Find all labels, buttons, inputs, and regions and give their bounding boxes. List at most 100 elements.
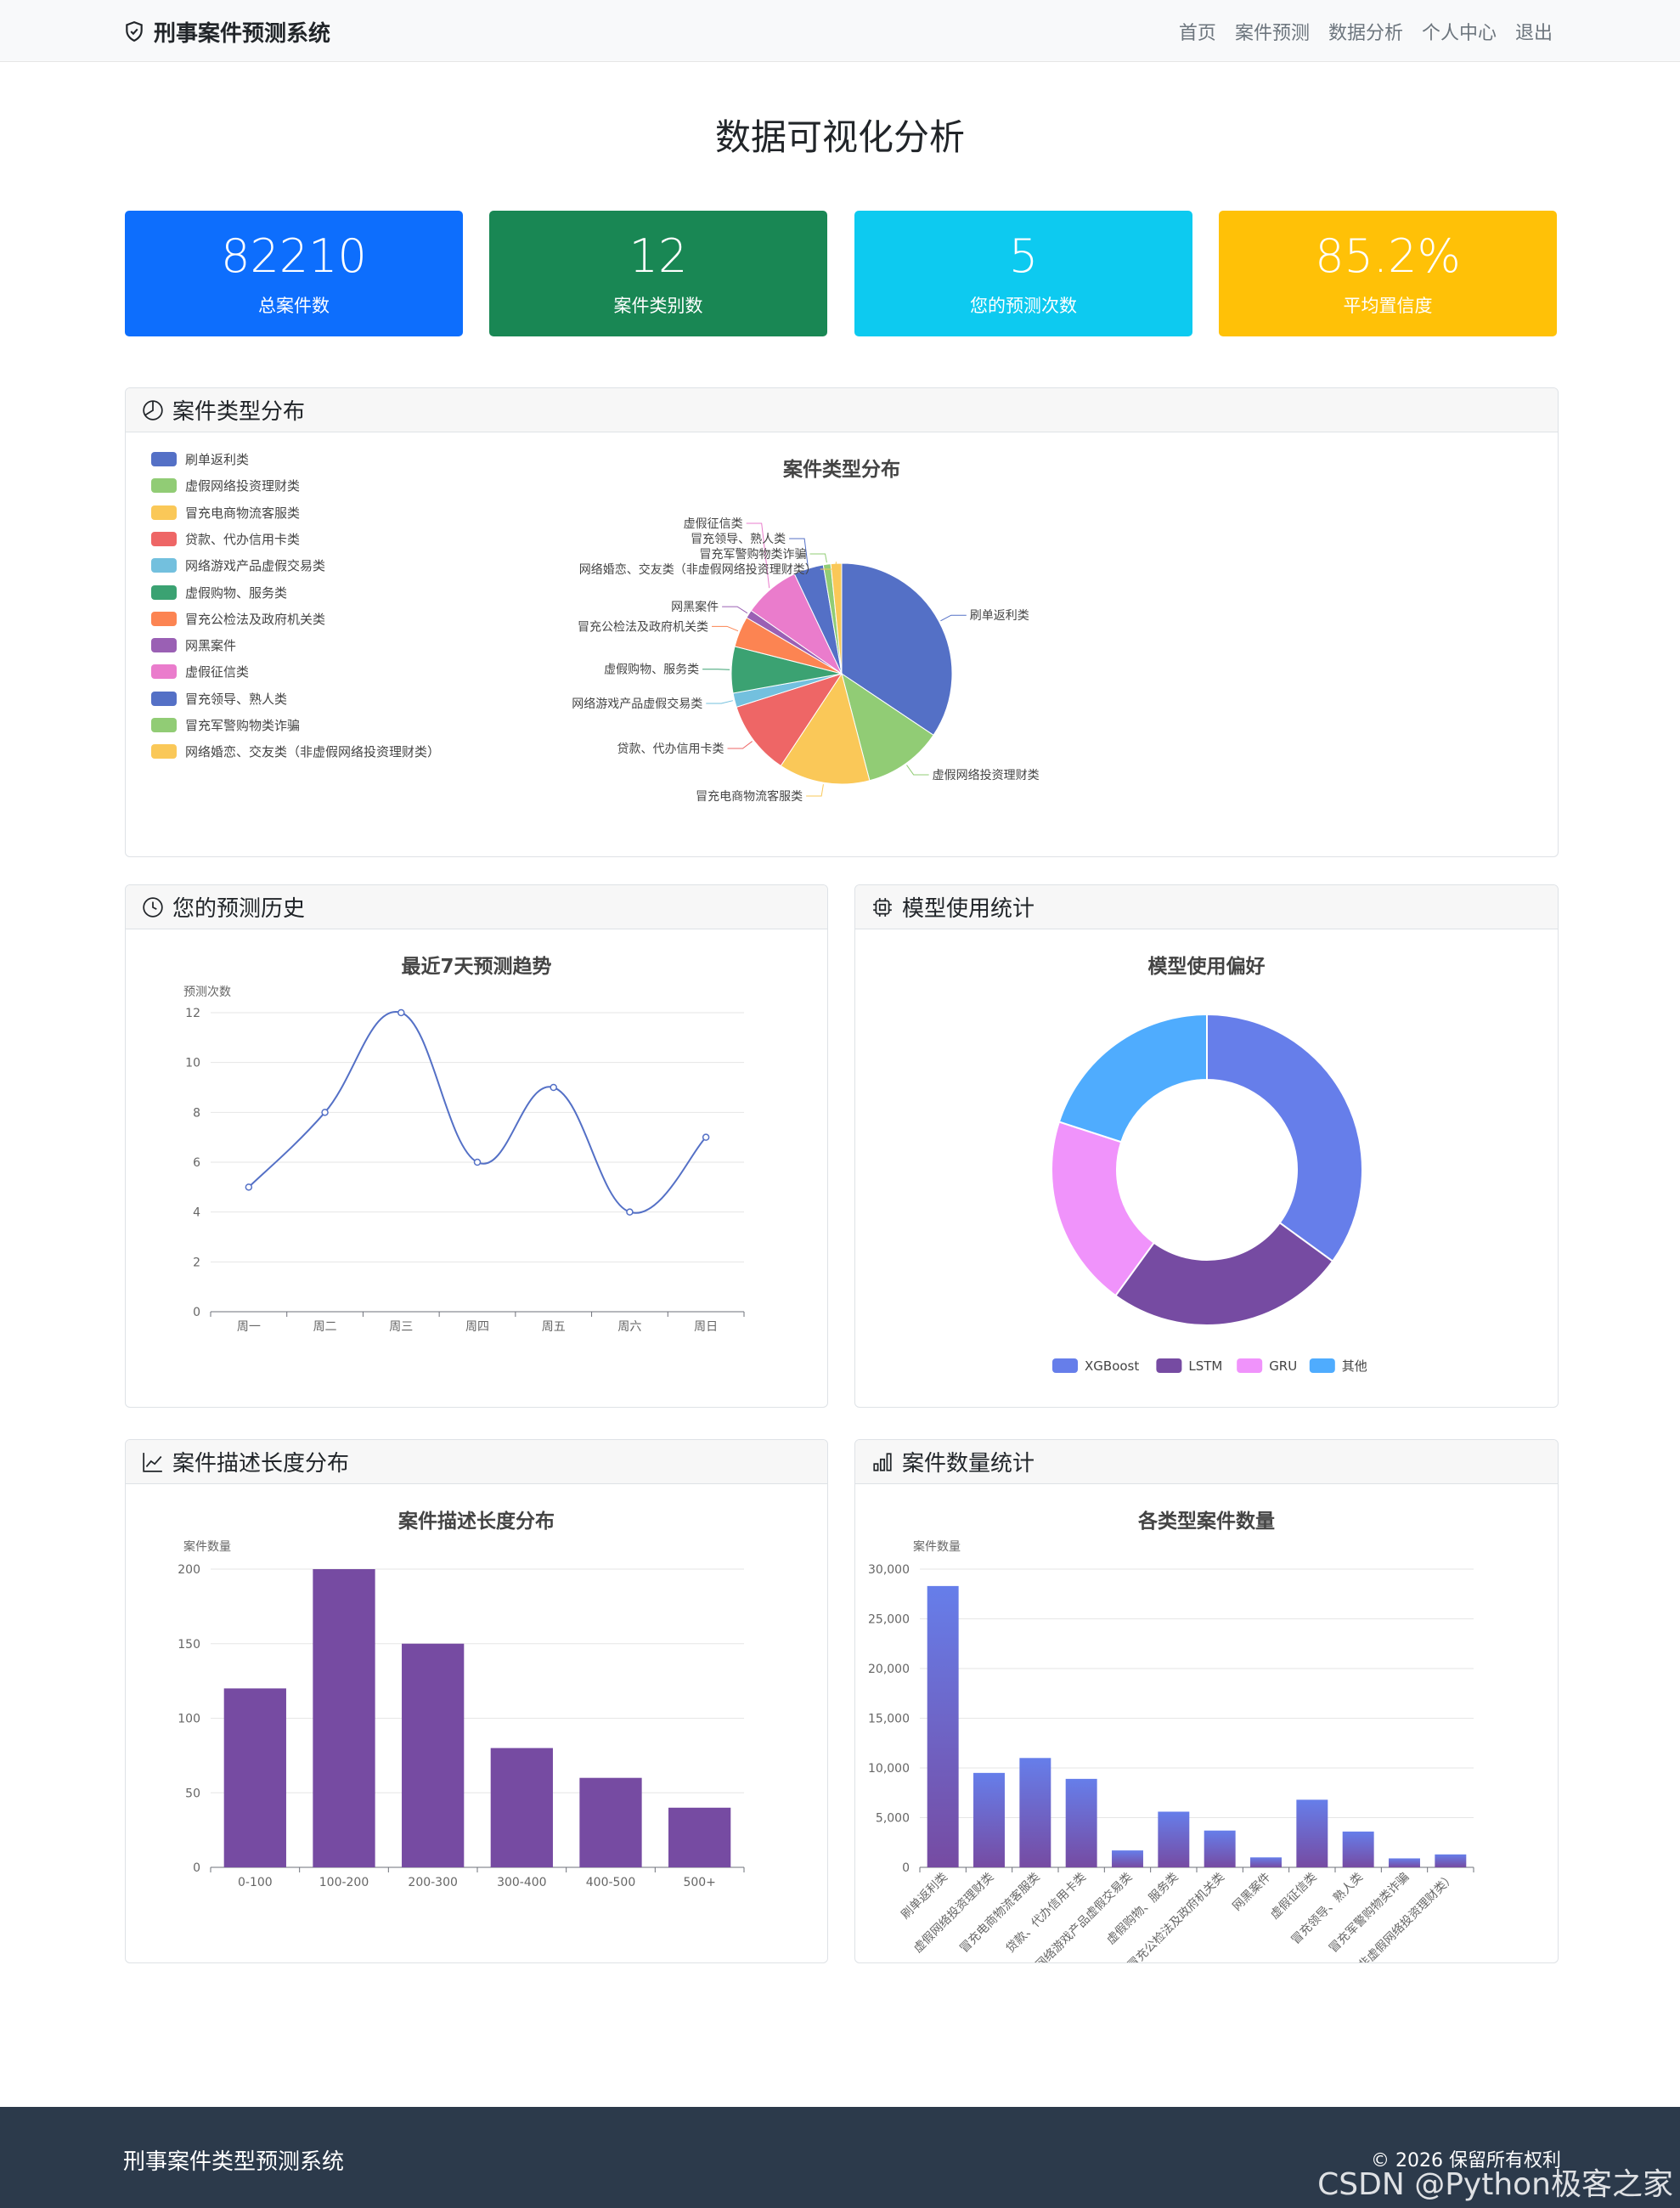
card-header: 您的预测历史 bbox=[126, 885, 827, 929]
stat-value: 5 bbox=[1008, 229, 1039, 283]
card-type-distribution: 案件类型分布 案件类型分布 刷单返利类 虚假网络投资理财类 冒充电商物流客服类 贷款、… bbox=[125, 387, 1559, 857]
legend-label: 虚假征信类 bbox=[185, 664, 250, 680]
pie-leader-line bbox=[806, 784, 824, 797]
card-title: 案件描述长度分布 bbox=[172, 1451, 350, 1477]
legend-item[interactable]: 贷款、代办信用卡类 bbox=[151, 530, 300, 548]
line-graph-icon bbox=[143, 1452, 162, 1472]
card-header: 案件类型分布 bbox=[126, 388, 1558, 432]
y-tick-label: 100 bbox=[178, 1713, 200, 1726]
pie-leader-line bbox=[706, 700, 733, 704]
bar bbox=[1296, 1799, 1328, 1867]
model-donut-chart: XGBoost LSTM GRU 其他 bbox=[1051, 1013, 1367, 1374]
bar bbox=[973, 1772, 1005, 1867]
navbar: 刑事案件预测系统 首页 案件预测 数据分析 个人中心 退出 bbox=[0, 0, 1680, 62]
legend-swatch bbox=[151, 584, 177, 600]
legend-item[interactable]: 刷单返利类 bbox=[151, 450, 249, 468]
data-point bbox=[473, 1158, 482, 1166]
legend-item[interactable]: 网络婚恋、交友类（非虚假网络投资理财类） bbox=[151, 743, 440, 760]
legend-item[interactable]: 虚假网络投资理财类 bbox=[151, 477, 300, 494]
y-tick-label: 10,000 bbox=[868, 1762, 910, 1776]
nav-predict[interactable]: 案件预测 bbox=[1234, 23, 1310, 44]
y-tick-label: 8 bbox=[193, 1106, 200, 1120]
legend-label: 贷款、代办信用卡类 bbox=[185, 531, 301, 547]
stat-card-predictions: 5 您的预测次数 bbox=[854, 211, 1192, 336]
y-tick-label: 5,000 bbox=[876, 1812, 910, 1826]
bar bbox=[1250, 1857, 1282, 1867]
y-tick-label: 15,000 bbox=[868, 1713, 910, 1726]
x-tick-label: 网黑案件 bbox=[1230, 1870, 1274, 1914]
stat-card-total: 82210 总案件数 bbox=[125, 211, 463, 336]
data-point bbox=[245, 1183, 253, 1191]
cpu-icon bbox=[873, 897, 892, 917]
card-header: 案件数量统计 bbox=[855, 1440, 1558, 1484]
nav-profile[interactable]: 个人中心 bbox=[1421, 23, 1497, 44]
legend-item[interactable]: 冒充军警购物类诈骗 bbox=[151, 716, 300, 734]
brand-label: 刑事案件预测系统 bbox=[154, 20, 331, 47]
y-tick-label: 20,000 bbox=[868, 1663, 910, 1676]
nav-home[interactable]: 首页 bbox=[1178, 23, 1216, 44]
legend-item[interactable]: 虚假征信类 bbox=[151, 663, 249, 680]
stat-label: 您的预测次数 bbox=[970, 296, 1077, 316]
pie-slice-label: 冒充电商物流客服类 bbox=[696, 789, 803, 804]
nav-logout[interactable]: 退出 bbox=[1514, 23, 1553, 44]
pie-slice-label: 冒充军警购物类诈骗 bbox=[700, 548, 807, 562]
nav-analysis[interactable]: 数据分析 bbox=[1328, 23, 1403, 44]
pie-leader-line bbox=[809, 553, 827, 563]
bar bbox=[402, 1643, 465, 1867]
footer: 刑事案件类型预测系统 © 2026 保留所有权利 bbox=[0, 2107, 1680, 2208]
legend-label: 冒充电商物流客服类 bbox=[185, 505, 301, 521]
pie-slice-label: 冒充领导、熟人类 bbox=[691, 533, 786, 546]
pie-leader-line bbox=[820, 562, 837, 570]
stat-value: 82210 bbox=[221, 229, 367, 283]
x-tick-label: 400-500 bbox=[586, 1876, 636, 1889]
legend-item[interactable]: 网黑案件 bbox=[151, 636, 236, 654]
x-tick-label: 200-300 bbox=[408, 1876, 457, 1889]
pie-slice bbox=[780, 672, 871, 785]
legend-item[interactable]: 虚假购物、服务类 bbox=[151, 584, 287, 601]
legend-swatch bbox=[151, 478, 177, 494]
bar bbox=[313, 1569, 375, 1867]
pie-leader-line bbox=[906, 765, 929, 776]
shield-check-icon bbox=[126, 21, 143, 42]
stat-label: 案件类别数 bbox=[613, 296, 703, 316]
legend-swatch bbox=[151, 558, 177, 573]
x-tick-label: 0-100 bbox=[238, 1876, 273, 1889]
pie-slice-label: 贷款、代办信用卡类 bbox=[617, 743, 724, 756]
legend-item[interactable]: 冒充领导、熟人类 bbox=[151, 690, 287, 708]
bar bbox=[668, 1807, 731, 1867]
bar bbox=[927, 1585, 959, 1867]
pie-slice-label: 刷单返利类 bbox=[970, 609, 1029, 623]
legend-swatch bbox=[1309, 1358, 1335, 1373]
legend-swatch bbox=[151, 531, 177, 546]
pie-leader-line bbox=[712, 625, 739, 632]
pie-slice-label: 虚假征信类 bbox=[684, 517, 743, 531]
legend-label: 网黑案件 bbox=[185, 638, 237, 654]
legend-swatch bbox=[1156, 1358, 1182, 1373]
x-tick-label: 周五 bbox=[542, 1320, 566, 1334]
legend-item[interactable]: 网络游戏产品虚假交易类 bbox=[151, 556, 325, 574]
chart-title: 案件类型分布 bbox=[783, 459, 900, 481]
legend-swatch bbox=[1237, 1358, 1263, 1373]
y-tick-label: 0 bbox=[193, 1861, 200, 1875]
legend-label: 冒充领导、熟人类 bbox=[185, 691, 288, 707]
legend-item[interactable]: 冒充公检法及政府机关类 bbox=[151, 610, 325, 628]
donut-slice bbox=[1206, 1013, 1363, 1262]
x-tick-label: 300-400 bbox=[497, 1876, 547, 1889]
legend-label: GRU bbox=[1269, 1358, 1297, 1374]
x-tick-label: 100-200 bbox=[319, 1876, 369, 1889]
legend-label: 冒充军警购物类诈骗 bbox=[185, 718, 301, 733]
y-tick-label: 12 bbox=[185, 1007, 200, 1020]
stat-value: 85.2% bbox=[1315, 229, 1461, 283]
legend-label: 刷单返利类 bbox=[185, 452, 250, 467]
y-tick-label: 6 bbox=[193, 1156, 200, 1170]
chart-title: 最近7天预测趋势 bbox=[401, 956, 552, 978]
card-title: 案件数量统计 bbox=[902, 1451, 1035, 1477]
legend-item[interactable]: 冒充电商物流客服类 bbox=[151, 504, 300, 522]
navbar-brand[interactable]: 刑事案件预测系统 bbox=[123, 15, 330, 48]
y-tick-label: 25,000 bbox=[868, 1613, 910, 1627]
data-point bbox=[550, 1083, 557, 1092]
chart-title: 案件描述长度分布 bbox=[398, 1511, 555, 1533]
stat-label: 总案件数 bbox=[258, 296, 330, 316]
data-point bbox=[702, 1133, 710, 1141]
stat-card-categories: 12 案件类别数 bbox=[489, 211, 827, 336]
